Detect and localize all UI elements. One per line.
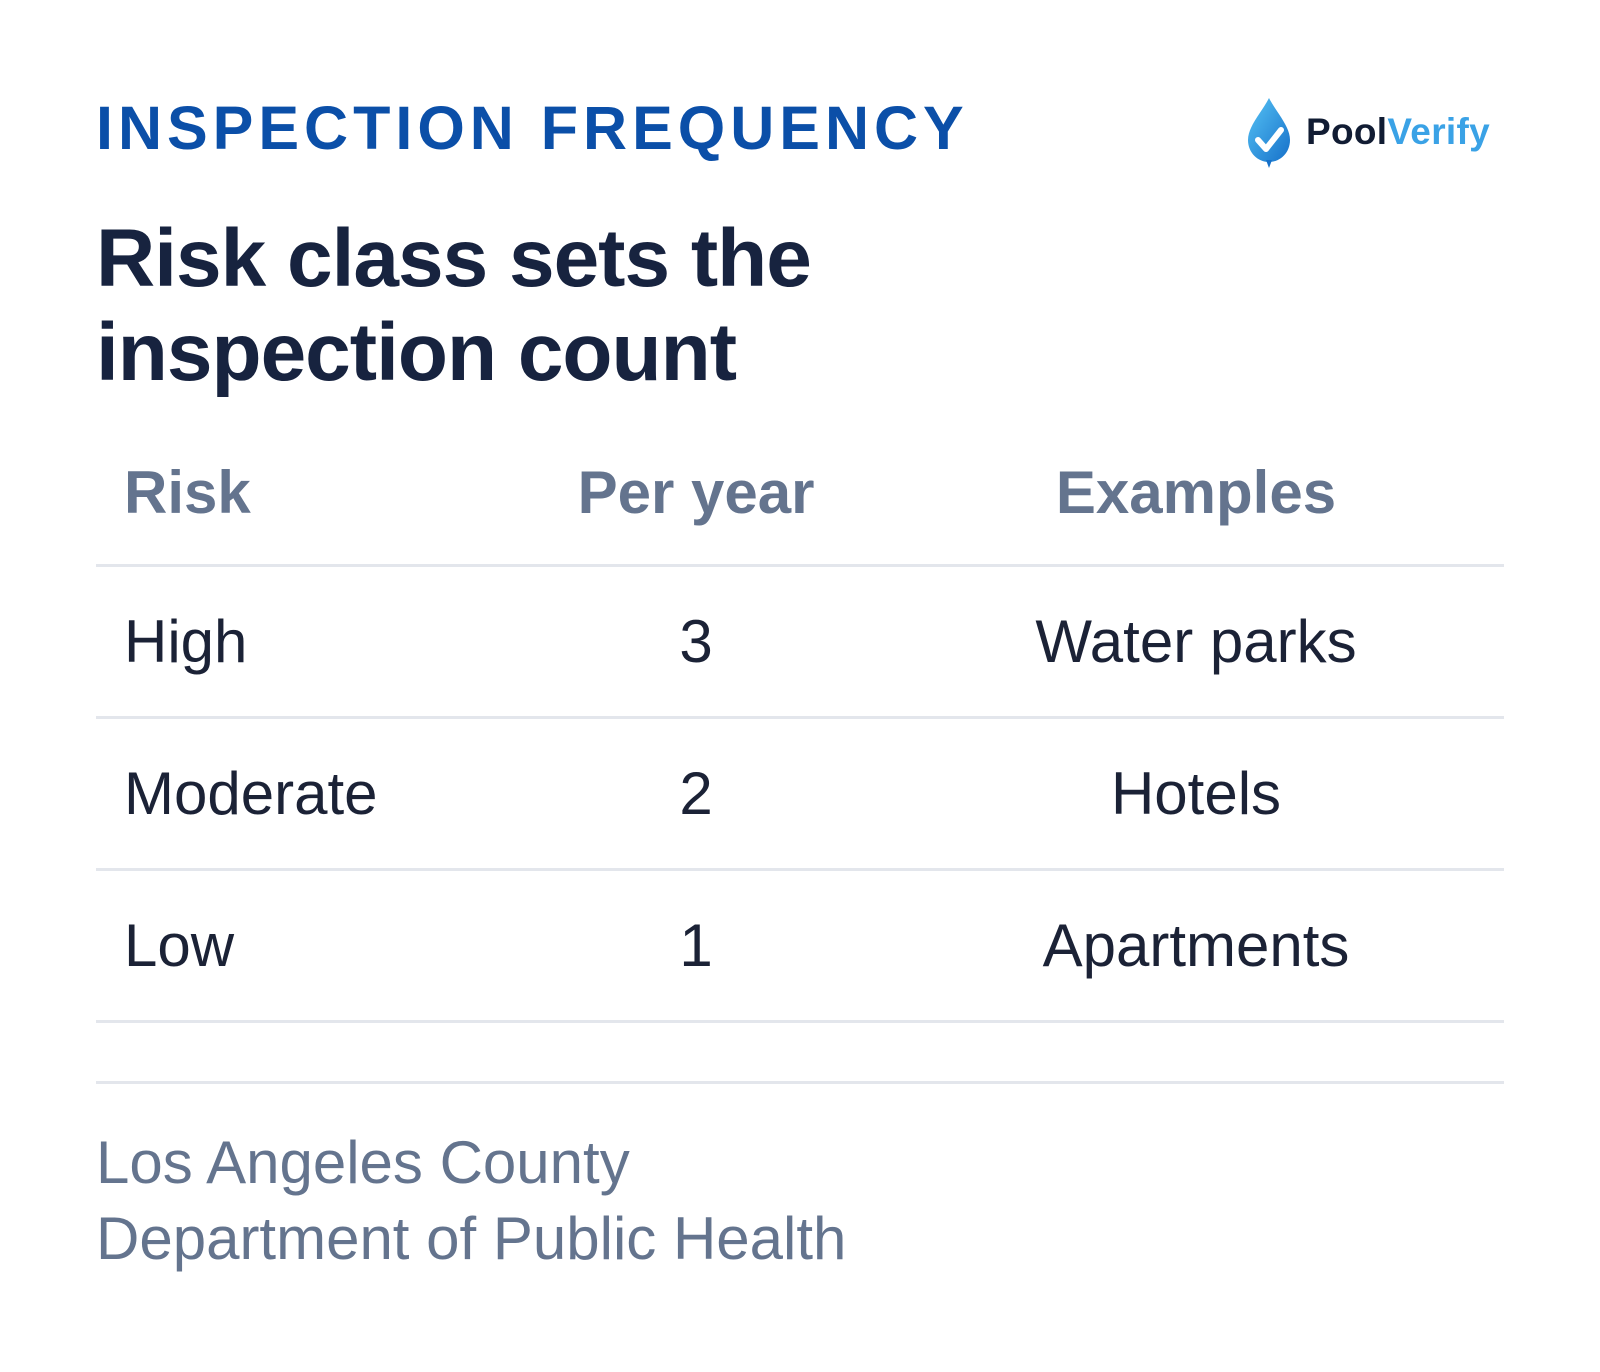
risk-cell: Moderate <box>124 760 378 827</box>
examples-cell: Apartments <box>1042 912 1350 979</box>
logo-wordmark: PoolVerify <box>1306 111 1490 153</box>
risk-cell: Low <box>124 912 235 979</box>
risk-cell: High <box>124 608 248 675</box>
water-drop-check-icon <box>1248 98 1290 168</box>
page-title-line-2: inspection count <box>96 307 737 398</box>
footer-divider <box>96 1081 1504 1084</box>
source-credit: Los Angeles County Department of Public … <box>96 1125 846 1277</box>
examples-cell: Water parks <box>1035 608 1357 675</box>
column-header-per-year: Per year <box>577 458 815 526</box>
table-row: Moderate 2 Hotels <box>96 719 1504 871</box>
examples-cell: Hotels <box>1110 760 1282 827</box>
risk-table: Risk Per year Examples High 3 Water park… <box>96 420 1504 1023</box>
source-line-1: Los Angeles County <box>96 1129 630 1196</box>
table-row: Low 1 Apartments <box>96 871 1504 1023</box>
logo-text-verify: Verify <box>1387 111 1490 152</box>
logo-text-pool: Pool <box>1306 111 1388 152</box>
poolverify-logo: PoolVerify <box>1246 96 1490 168</box>
per-year-cell: 3 <box>679 608 713 675</box>
eyebrow-label: INSPECTION FREQUENCY <box>96 94 969 162</box>
page-title-line-1: Risk class sets the <box>96 213 812 304</box>
table-row: High 3 Water parks <box>96 567 1504 719</box>
table-header-row: Risk Per year Examples <box>96 420 1504 567</box>
column-header-examples: Examples <box>1055 458 1337 526</box>
per-year-cell: 2 <box>679 760 713 827</box>
column-header-risk: Risk <box>124 458 251 526</box>
per-year-cell: 1 <box>679 912 713 979</box>
page-title: Risk class sets the inspection count <box>96 212 996 400</box>
source-line-2: Department of Public Health <box>96 1205 847 1272</box>
